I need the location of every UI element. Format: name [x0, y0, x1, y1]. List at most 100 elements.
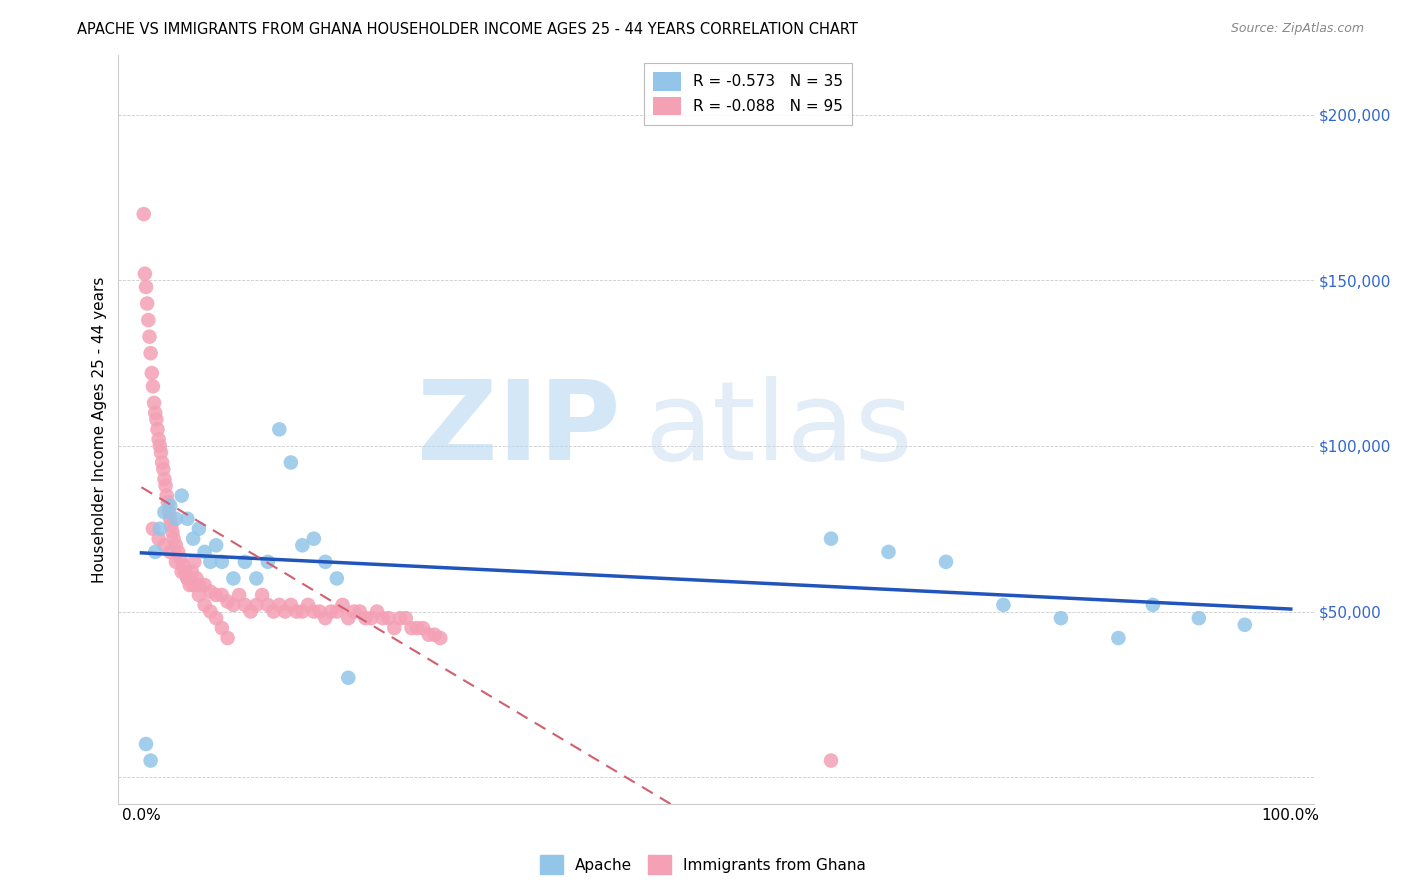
Point: [139, 346, 162, 360]
Point: [349, 605, 371, 619]
Point: [153, 538, 176, 552]
Point: [319, 605, 342, 619]
Point: [155, 478, 177, 492]
Point: [935, 555, 957, 569]
Text: atlas: atlas: [644, 376, 912, 483]
Point: [179, 578, 201, 592]
Point: [187, 588, 209, 602]
Point: [194, 578, 217, 592]
Point: [354, 611, 377, 625]
Point: [162, 524, 184, 539]
Point: [1107, 631, 1129, 645]
Point: [429, 631, 451, 645]
Point: [371, 611, 394, 625]
Point: [183, 555, 205, 569]
Point: [200, 555, 222, 569]
Point: [143, 406, 166, 420]
Point: [176, 571, 198, 585]
Point: [269, 598, 291, 612]
Point: [176, 512, 198, 526]
Point: [132, 207, 155, 221]
Point: [343, 605, 366, 619]
Point: [291, 605, 314, 619]
Point: [200, 584, 222, 599]
Point: [412, 621, 434, 635]
Point: [395, 611, 418, 625]
Point: [233, 555, 256, 569]
Point: [205, 538, 228, 552]
Point: [176, 571, 198, 585]
Point: [269, 422, 291, 436]
Point: [149, 522, 172, 536]
Point: [222, 598, 245, 612]
Point: [150, 455, 173, 469]
Point: [162, 532, 184, 546]
Point: [165, 555, 187, 569]
Point: [263, 605, 285, 619]
Legend: R = -0.573   N = 35, R = -0.088   N = 95: R = -0.573 N = 35, R = -0.088 N = 95: [644, 62, 852, 125]
Point: [314, 611, 336, 625]
Point: [194, 545, 217, 559]
Point: [360, 611, 382, 625]
Point: [326, 605, 349, 619]
Point: [138, 329, 160, 343]
Point: [148, 532, 170, 546]
Point: [366, 605, 388, 619]
Point: [245, 598, 267, 612]
Point: [135, 280, 157, 294]
Point: [181, 565, 204, 579]
Point: [134, 267, 156, 281]
Point: [142, 522, 165, 536]
Point: [245, 571, 267, 585]
Point: [1142, 598, 1164, 612]
Point: [382, 621, 405, 635]
Point: [156, 495, 179, 509]
Legend: Apache, Immigrants from Ghana: Apache, Immigrants from Ghana: [534, 849, 872, 880]
Point: [337, 611, 360, 625]
Point: [136, 296, 159, 310]
Point: [174, 565, 197, 579]
Point: [332, 598, 354, 612]
Point: [135, 737, 157, 751]
Point: [194, 598, 217, 612]
Point: [291, 538, 314, 552]
Point: [181, 532, 204, 546]
Point: [1050, 611, 1073, 625]
Point: [877, 545, 900, 559]
Point: [993, 598, 1015, 612]
Text: Source: ZipAtlas.com: Source: ZipAtlas.com: [1230, 22, 1364, 36]
Point: [222, 571, 245, 585]
Point: [297, 598, 319, 612]
Point: [169, 551, 191, 566]
Point: [239, 605, 262, 619]
Point: [160, 518, 183, 533]
Point: [377, 611, 399, 625]
Point: [820, 754, 842, 768]
Point: [280, 598, 302, 612]
Point: [308, 605, 330, 619]
Point: [172, 558, 194, 573]
Point: [187, 522, 209, 536]
Point: [143, 545, 166, 559]
Point: [211, 555, 233, 569]
Point: [274, 605, 297, 619]
Point: [149, 445, 172, 459]
Point: [205, 588, 228, 602]
Point: [181, 578, 204, 592]
Point: [159, 512, 181, 526]
Point: [143, 396, 166, 410]
Point: [211, 621, 233, 635]
Point: [314, 555, 336, 569]
Point: [233, 598, 256, 612]
Point: [211, 588, 233, 602]
Point: [170, 489, 193, 503]
Point: [1188, 611, 1211, 625]
Point: [153, 472, 176, 486]
Point: [136, 313, 159, 327]
Point: [337, 671, 360, 685]
Point: [401, 621, 423, 635]
Point: [145, 412, 167, 426]
Point: [423, 628, 446, 642]
Point: [280, 455, 302, 469]
Point: [389, 611, 412, 625]
